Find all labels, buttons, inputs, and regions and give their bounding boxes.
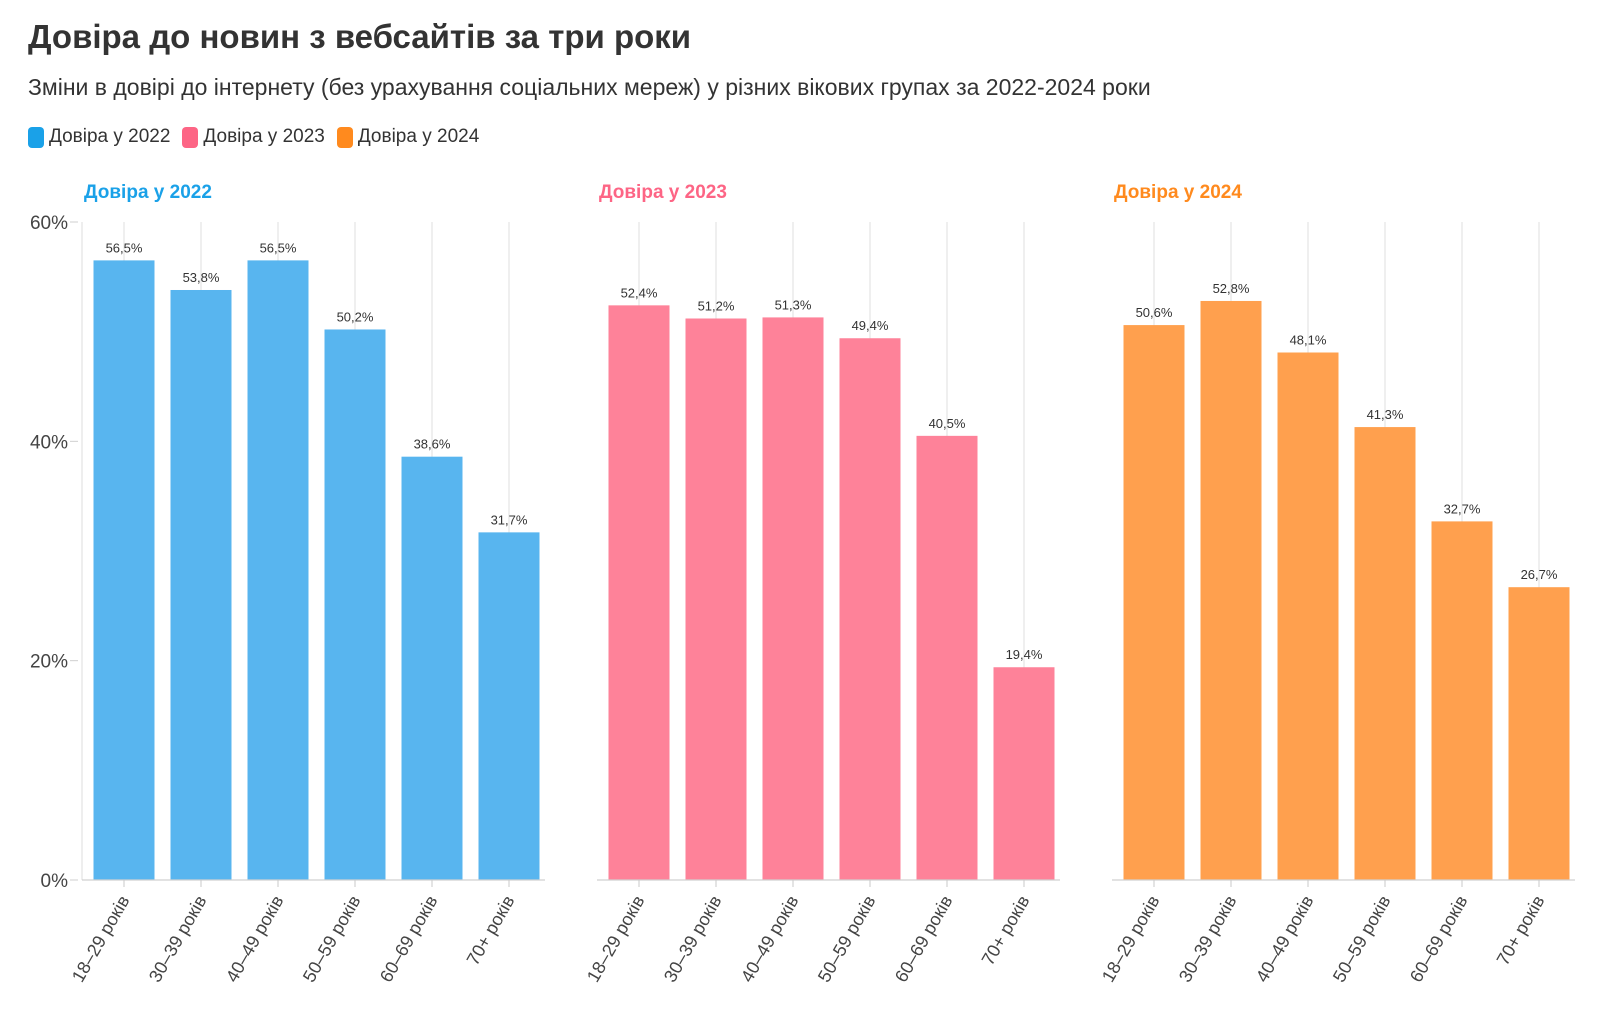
legend-label-2024: Довіра у 2024: [357, 126, 480, 147]
data-label: 48,1%: [1290, 333, 1327, 348]
bar: [1200, 300, 1262, 881]
bar: [1431, 521, 1493, 880]
x-tick-label: 30–39 років: [145, 892, 211, 986]
chart-subtitle: Зміни в довірі до інтернету (без урахува…: [28, 74, 1151, 100]
data-label: 52,4%: [621, 285, 658, 300]
x-tick-label: 60–69 років: [891, 892, 957, 986]
legend-item-2023[interactable]: Довіра у 2023: [182, 126, 325, 148]
bar: [1277, 352, 1339, 881]
data-label: 31,7%: [491, 512, 528, 527]
legend-swatch-2022: [28, 126, 44, 148]
x-tick-label: 70+ років: [978, 892, 1034, 969]
bar: [762, 317, 824, 880]
x-tick-label: 60–69 років: [1406, 892, 1472, 986]
x-tick-label: 60–69 років: [376, 892, 442, 986]
legend-swatch-2023: [182, 126, 199, 148]
y-tick-label: 20%: [30, 652, 68, 673]
data-label: 50,2%: [337, 309, 374, 324]
data-label: 38,6%: [414, 437, 451, 452]
x-tick-label: 40–49 років: [222, 892, 288, 986]
legend-item-2024[interactable]: Довіра у 2024: [336, 126, 480, 148]
bar: [93, 260, 155, 881]
data-label: 51,2%: [698, 299, 735, 314]
data-label: 50,6%: [1136, 305, 1173, 320]
bar: [1354, 427, 1416, 880]
x-tick-label: 30–39 років: [1175, 892, 1241, 986]
bar: [839, 338, 901, 880]
panel-title: Довіра у 2022: [84, 182, 212, 203]
data-label: 26,7%: [1521, 567, 1558, 582]
data-label: 51,3%: [775, 297, 812, 312]
x-tick-label: 70+ років: [463, 892, 519, 969]
x-tick-label: 40–49 років: [1252, 892, 1318, 986]
y-tick-label: 0%: [41, 871, 69, 892]
data-label: 19,4%: [1006, 647, 1043, 662]
x-tick-label: 18–29 років: [1098, 892, 1164, 986]
bar: [401, 456, 463, 880]
panel-title: Довіра у 2024: [1114, 182, 1242, 203]
bar: [478, 532, 540, 880]
y-tick-label: 40%: [30, 432, 68, 453]
data-label: 49,4%: [852, 318, 889, 333]
data-label: 52,8%: [1213, 281, 1250, 296]
x-tick-label: 18–29 років: [583, 892, 649, 986]
data-label: 40,5%: [929, 416, 966, 431]
legend-item-2022[interactable]: Довіра у 2022: [28, 126, 170, 148]
x-tick-label: 50–59 років: [1329, 892, 1395, 986]
legend-label-2023: Довіра у 2023: [203, 126, 325, 147]
bar: [993, 667, 1055, 880]
data-label: 56,5%: [260, 240, 297, 255]
y-tick-label: 60%: [30, 213, 68, 234]
bar: [916, 435, 978, 880]
bar: [1508, 587, 1570, 880]
x-tick-label: 40–49 років: [737, 892, 803, 986]
x-tick-label: 30–39 років: [660, 892, 726, 986]
x-tick-label: 18–29 років: [68, 892, 134, 986]
chart-title: Довіра до новин з вебсайтів за три роки: [28, 18, 692, 55]
bar: [247, 260, 309, 881]
x-tick-label: 70+ років: [1493, 892, 1549, 969]
x-tick-label: 50–59 років: [299, 892, 365, 986]
bar: [685, 318, 747, 880]
legend-swatch-2024: [336, 126, 353, 148]
x-tick-label: 50–59 років: [814, 892, 880, 986]
bar: [1123, 325, 1185, 880]
data-label: 32,7%: [1444, 501, 1481, 516]
data-label: 41,3%: [1367, 407, 1404, 422]
bar: [608, 305, 670, 880]
bar: [170, 289, 232, 880]
legend-label-2022: Довіра у 2022: [49, 126, 171, 147]
panel-title: Довіра у 2023: [599, 182, 727, 203]
bar: [324, 329, 386, 880]
data-label: 53,8%: [183, 270, 220, 285]
chart-legend: Довіра у 2022 Довіра у 2023 Довіра у 202…: [28, 126, 491, 148]
data-label: 56,5%: [106, 240, 143, 255]
